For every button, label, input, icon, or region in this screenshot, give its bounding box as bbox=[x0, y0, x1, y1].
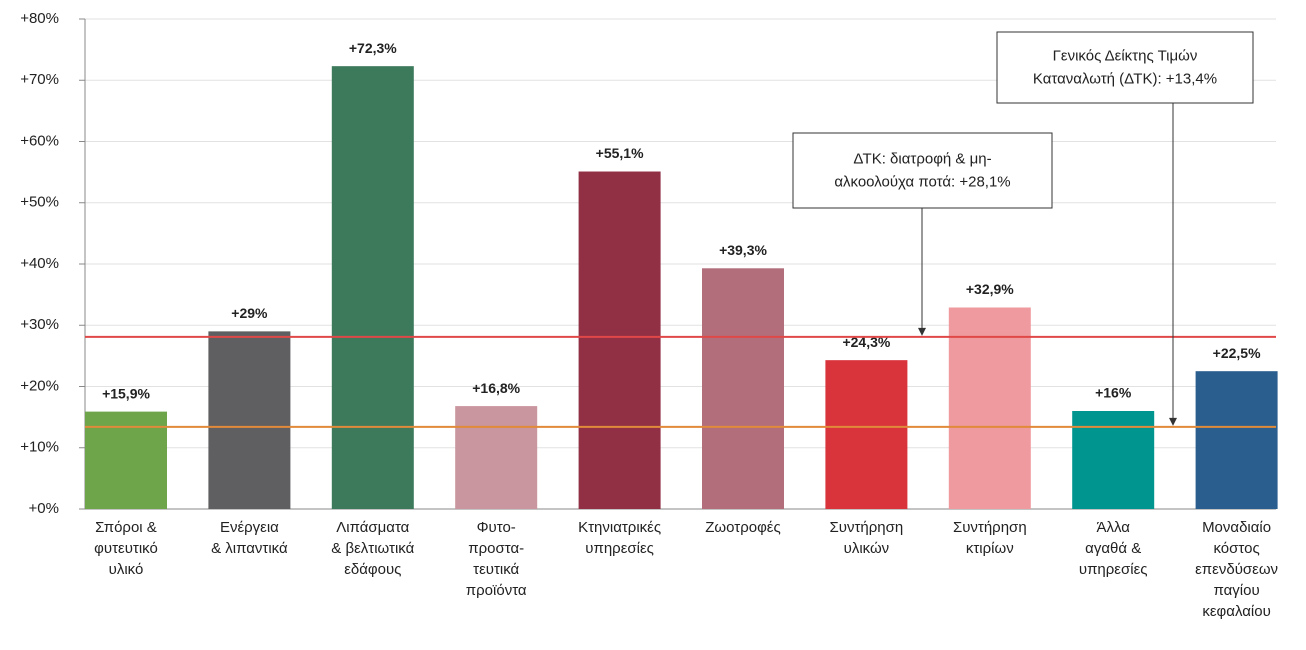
annotation-box bbox=[792, 132, 1053, 209]
arrow-head bbox=[918, 327, 926, 336]
y-tick-label: +10% bbox=[20, 439, 59, 456]
value-label: +16,8% bbox=[472, 380, 520, 396]
x-tick-label: Σπόροι & φυτευτικό υλικό bbox=[94, 519, 158, 578]
value-label: +29% bbox=[231, 305, 268, 321]
x-tick-label: Ζωοτροφές bbox=[705, 519, 780, 536]
y-tick-label: +40% bbox=[20, 255, 59, 272]
value-label: +32,9% bbox=[966, 281, 1014, 297]
x-tick-label: Φυτο-προστα-τευτικά προϊόντα bbox=[466, 519, 527, 599]
value-label: +72,3% bbox=[349, 40, 397, 56]
x-tick-label: Μοναδιαίο κόστος επενδύσεων παγίου κεφαλαίου bbox=[1195, 519, 1278, 620]
bar bbox=[1072, 411, 1155, 509]
bar bbox=[331, 66, 414, 509]
annotation: Γενικός Δείκτης Τιμών Καταναλωτή (ΔΤΚ): +… bbox=[1033, 47, 1217, 87]
x-tick-label: Άλλα αγαθά & υπηρεσίες bbox=[1079, 519, 1148, 578]
y-tick-label: +30% bbox=[20, 316, 59, 333]
value-label: +16% bbox=[1095, 385, 1132, 401]
arrow-head bbox=[1169, 417, 1177, 426]
y-tick-label: +70% bbox=[20, 71, 59, 88]
y-tick-label: +50% bbox=[20, 194, 59, 211]
y-tick-label: +0% bbox=[29, 500, 59, 517]
bar bbox=[208, 331, 291, 509]
y-tick-label: +20% bbox=[20, 377, 59, 394]
y-tick-label: +80% bbox=[20, 10, 59, 27]
bar bbox=[702, 268, 784, 509]
y-tick-label: +60% bbox=[20, 132, 59, 149]
bar bbox=[578, 171, 661, 509]
x-tick-label: Λιπάσματα & βελτιωτικά εδάφους bbox=[331, 519, 414, 578]
x-tick-label: Ενέργεια & λιπαντικά bbox=[211, 519, 288, 557]
annotation: ΔΤΚ: διατροφή & μη-αλκοολούχα ποτά: +28,… bbox=[834, 150, 1010, 190]
value-label: +22,5% bbox=[1213, 345, 1261, 361]
x-tick-label: Συντήρηση υλικών bbox=[830, 519, 904, 557]
value-label: +15,9% bbox=[102, 385, 150, 401]
bar bbox=[948, 307, 1031, 509]
bar bbox=[1195, 371, 1278, 509]
bar bbox=[455, 406, 538, 509]
value-label: +55,1% bbox=[596, 145, 644, 161]
x-tick-label: Συντήρηση κτιρίων bbox=[953, 519, 1027, 557]
x-tick-label: Κτηνιατρικές υπηρεσίες bbox=[578, 519, 661, 557]
value-label: +39,3% bbox=[719, 242, 767, 258]
annotation-box bbox=[996, 31, 1254, 104]
bar bbox=[825, 360, 908, 509]
